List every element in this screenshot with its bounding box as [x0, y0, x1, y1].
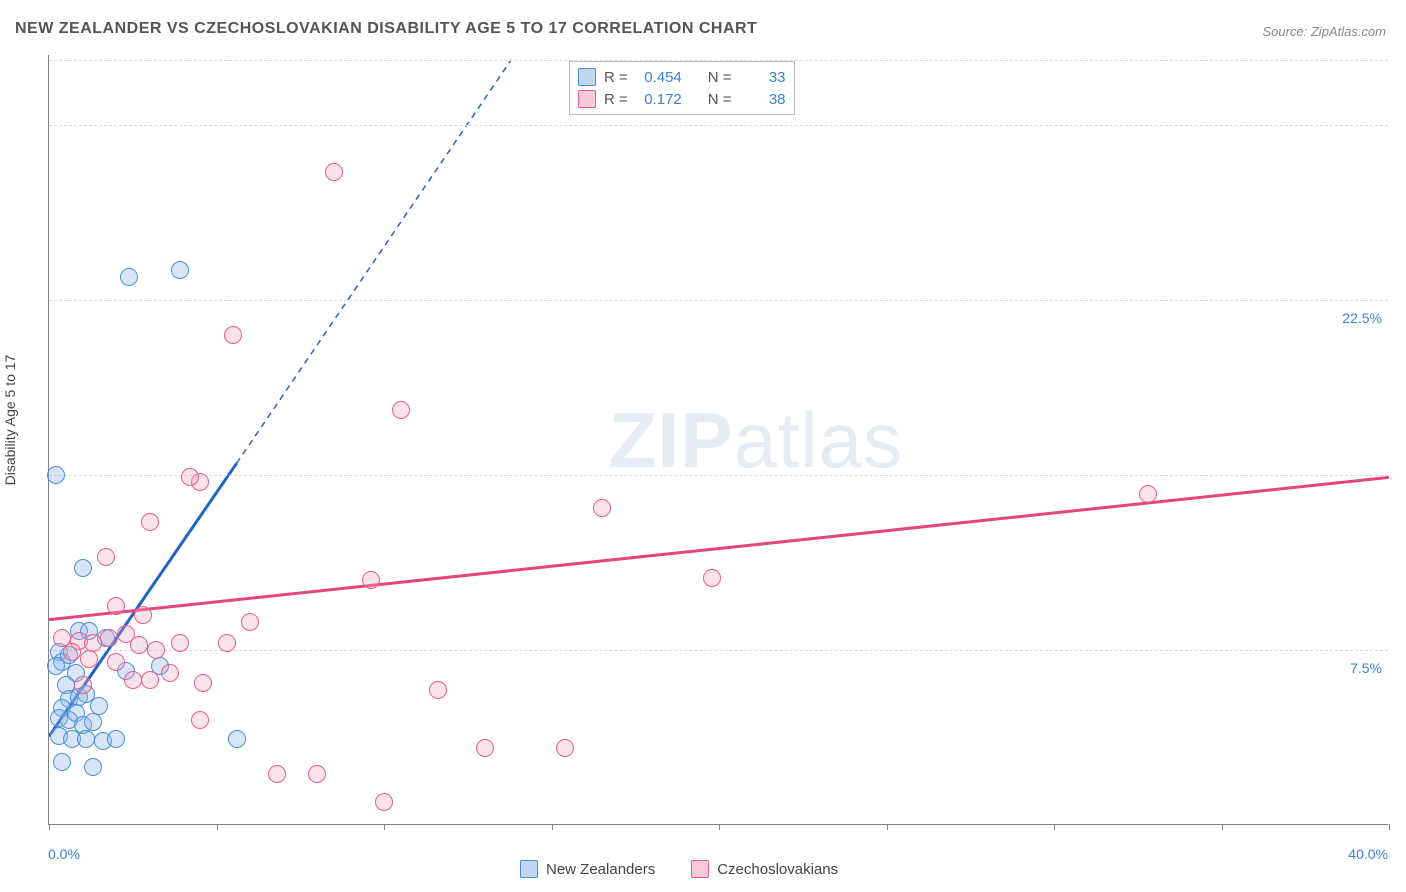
data-point — [171, 634, 189, 652]
correlation-legend: R = 0.454 N = 33 R = 0.172 N = 38 — [569, 61, 795, 115]
x-tick — [49, 824, 50, 830]
y-axis-label: Disability Age 5 to 17 — [2, 355, 18, 486]
legend-row-blue: R = 0.454 N = 33 — [578, 66, 786, 88]
data-point — [84, 758, 102, 776]
series-legend: New Zealanders Czechoslovakians — [520, 860, 838, 878]
legend-row-pink: R = 0.172 N = 38 — [578, 88, 786, 110]
data-point — [362, 571, 380, 589]
x-tick — [552, 824, 553, 830]
data-point — [141, 513, 159, 531]
data-point — [63, 643, 81, 661]
data-point — [191, 711, 209, 729]
source-attribution: Source: ZipAtlas.com — [1262, 24, 1386, 39]
data-point — [107, 653, 125, 671]
data-point — [325, 163, 343, 181]
data-point — [161, 664, 179, 682]
x-tick — [217, 824, 218, 830]
swatch-blue-icon — [578, 68, 596, 86]
plot-area: ZIPatlas R = 0.454 N = 33 R = 0.172 N = … — [48, 55, 1388, 825]
x-tick — [719, 824, 720, 830]
data-point — [556, 739, 574, 757]
data-point — [107, 730, 125, 748]
data-point — [194, 674, 212, 692]
data-point — [80, 650, 98, 668]
n-value-blue: 33 — [740, 69, 786, 86]
data-point — [476, 739, 494, 757]
data-point — [308, 765, 326, 783]
x-tick-40: 40.0% — [1348, 846, 1388, 862]
data-point — [84, 713, 102, 731]
y-tick-label: 7.5% — [1350, 660, 1382, 676]
x-tick — [1054, 824, 1055, 830]
data-point — [268, 765, 286, 783]
chart-title: NEW ZEALANDER VS CZECHOSLOVAKIAN DISABIL… — [15, 20, 757, 38]
data-point — [107, 597, 125, 615]
data-point — [228, 730, 246, 748]
data-point — [141, 671, 159, 689]
swatch-blue-icon — [520, 860, 538, 878]
x-tick-0: 0.0% — [48, 846, 80, 862]
gridline — [49, 125, 1388, 126]
data-point — [134, 606, 152, 624]
r-label: R = — [604, 69, 628, 86]
n-label: N = — [708, 91, 732, 108]
data-point — [74, 676, 92, 694]
legend-item-pink: Czechoslovakians — [691, 860, 838, 878]
gridline — [49, 60, 1388, 61]
x-tick — [887, 824, 888, 830]
swatch-pink-icon — [578, 90, 596, 108]
x-tick — [384, 824, 385, 830]
series-name-blue: New Zealanders — [546, 861, 655, 878]
chart-container: NEW ZEALANDER VS CZECHOSLOVAKIAN DISABIL… — [0, 0, 1406, 892]
data-point — [375, 793, 393, 811]
data-point — [224, 326, 242, 344]
gridline — [49, 300, 1388, 301]
n-value-pink: 38 — [740, 91, 786, 108]
gridline — [49, 650, 1388, 651]
data-point — [77, 730, 95, 748]
data-point — [1139, 485, 1157, 503]
y-tick-label: 22.5% — [1342, 310, 1382, 326]
x-tick — [1389, 824, 1390, 830]
legend-item-blue: New Zealanders — [520, 860, 655, 878]
r-value-pink: 0.172 — [636, 91, 682, 108]
data-point — [74, 559, 92, 577]
r-value-blue: 0.454 — [636, 69, 682, 86]
data-point — [181, 468, 199, 486]
data-point — [171, 261, 189, 279]
data-point — [47, 466, 65, 484]
watermark-text: ZIPatlas — [609, 395, 903, 486]
data-point — [593, 499, 611, 517]
series-name-pink: Czechoslovakians — [717, 861, 838, 878]
data-point — [84, 634, 102, 652]
n-label: N = — [708, 69, 732, 86]
gridline — [49, 475, 1388, 476]
data-point — [53, 753, 71, 771]
data-point — [218, 634, 236, 652]
data-point — [703, 569, 721, 587]
trendlines-svg — [49, 55, 1389, 825]
data-point — [241, 613, 259, 631]
r-label: R = — [604, 91, 628, 108]
data-point — [392, 401, 410, 419]
data-point — [120, 268, 138, 286]
data-point — [147, 641, 165, 659]
data-point — [429, 681, 447, 699]
data-point — [100, 629, 118, 647]
data-point — [124, 671, 142, 689]
x-tick — [1222, 824, 1223, 830]
data-point — [97, 548, 115, 566]
swatch-pink-icon — [691, 860, 709, 878]
data-point — [90, 697, 108, 715]
data-point — [130, 636, 148, 654]
